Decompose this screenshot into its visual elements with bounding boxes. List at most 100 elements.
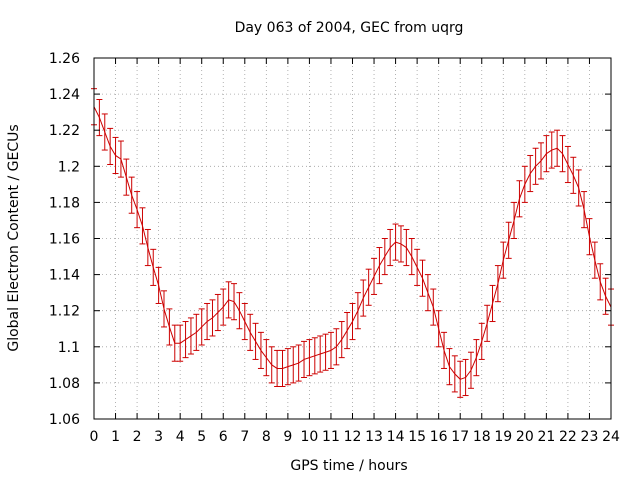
error-bar	[247, 313, 254, 351]
error-bar	[322, 333, 329, 371]
error-bar	[548, 131, 555, 169]
error-bar	[209, 299, 216, 337]
error-bar	[166, 308, 173, 346]
error-bar	[96, 99, 103, 137]
y-tick-label: 1.08	[49, 376, 80, 392]
y-tick-label: 1.16	[49, 232, 80, 248]
error-bar	[241, 302, 248, 341]
error-bar	[430, 288, 437, 326]
error-bar	[414, 248, 421, 286]
error-bar	[473, 339, 480, 377]
error-bar	[155, 266, 162, 304]
error-bar	[311, 337, 318, 375]
x-axis-label: GPS time / hours	[290, 458, 407, 474]
error-bar	[371, 257, 378, 295]
error-bar	[128, 176, 135, 214]
y-tick-label: 1.14	[49, 268, 80, 284]
x-tick-label: 14	[387, 429, 405, 445]
x-tick-label: 15	[408, 429, 426, 445]
error-bar	[144, 228, 151, 267]
error-bar	[107, 127, 114, 165]
error-bar	[575, 169, 582, 207]
error-bar	[354, 292, 361, 330]
x-tick-label: 20	[516, 429, 534, 445]
error-bar	[193, 313, 200, 351]
error-bar	[419, 259, 426, 297]
error-bar	[392, 223, 399, 261]
x-tick-label: 23	[581, 429, 599, 445]
y-tick-label: 1.2	[58, 159, 80, 175]
error-bar	[403, 228, 410, 267]
x-tick-label: 13	[365, 429, 383, 445]
x-tick-label: 10	[301, 429, 319, 445]
error-bar	[301, 340, 308, 378]
error-bar	[333, 328, 340, 366]
error-bar	[602, 277, 609, 315]
error-bar	[171, 324, 178, 362]
y-tick-label: 1.06	[49, 412, 80, 428]
error-bar	[257, 331, 264, 369]
x-tick-label: 3	[154, 429, 163, 445]
error-bar	[134, 191, 141, 229]
y-tick-label: 1.26	[49, 51, 80, 67]
series-gec	[91, 88, 614, 398]
error-bar	[252, 322, 259, 360]
error-bar	[435, 310, 442, 348]
error-bar	[344, 312, 351, 350]
tick-labels: 0 1 2 3 4 5 6 7 8 9 10 11 12 13 14 15 16 17 18 19 20 21 22 23 24…	[49, 51, 620, 445]
error-bar	[150, 248, 157, 286]
error-bar	[494, 265, 501, 303]
error-bar	[182, 321, 189, 359]
error-bar	[101, 113, 108, 151]
error-bar	[387, 228, 394, 267]
x-tick-label: 21	[537, 429, 555, 445]
error-bar	[521, 165, 528, 203]
error-bar	[457, 360, 464, 398]
y-tick-label: 1.18	[49, 195, 80, 211]
error-bar	[274, 349, 281, 388]
error-bar	[478, 322, 485, 360]
error-bar	[360, 279, 367, 317]
error-bar	[408, 238, 415, 276]
error-bar	[505, 221, 512, 259]
error-bar	[597, 263, 604, 301]
error-bar	[204, 302, 211, 341]
error-bar	[462, 358, 469, 397]
error-bar	[397, 225, 404, 263]
error-bar	[532, 147, 539, 185]
error-bar	[268, 346, 275, 384]
x-tick-label: 17	[451, 429, 469, 445]
error-bar	[516, 180, 523, 218]
error-bar	[231, 283, 238, 321]
error-bar	[306, 339, 313, 377]
error-bar	[564, 145, 571, 184]
x-tick-label: 19	[494, 429, 512, 445]
x-tick-label: 1	[111, 429, 120, 445]
x-tick-label: 2	[133, 429, 142, 445]
chart-title: Day 063 of 2004, GEC from uqrg	[235, 20, 464, 36]
x-tick-label: 9	[283, 429, 292, 445]
error-bar	[236, 292, 243, 330]
error-bar	[112, 136, 119, 175]
error-bar	[290, 346, 297, 384]
error-bar	[338, 321, 345, 359]
x-tick-label: 7	[240, 429, 249, 445]
x-tick-label: 4	[176, 429, 185, 445]
y-axis-label: Global Electron Content / GECUs	[6, 124, 22, 351]
x-tick-label: 6	[219, 429, 228, 445]
error-bar	[117, 140, 124, 178]
error-bar	[559, 135, 566, 173]
x-tick-label: 12	[344, 429, 362, 445]
x-tick-label: 16	[430, 429, 448, 445]
error-bar	[365, 268, 372, 306]
error-bar	[511, 201, 518, 239]
error-bar	[424, 274, 431, 312]
error-bar	[467, 351, 474, 389]
x-tick-label: 11	[322, 429, 340, 445]
error-bar	[177, 324, 184, 362]
error-bar	[586, 218, 593, 256]
x-tick-label: 5	[197, 429, 206, 445]
error-bar	[484, 304, 491, 342]
x-tick-label: 8	[262, 429, 271, 445]
